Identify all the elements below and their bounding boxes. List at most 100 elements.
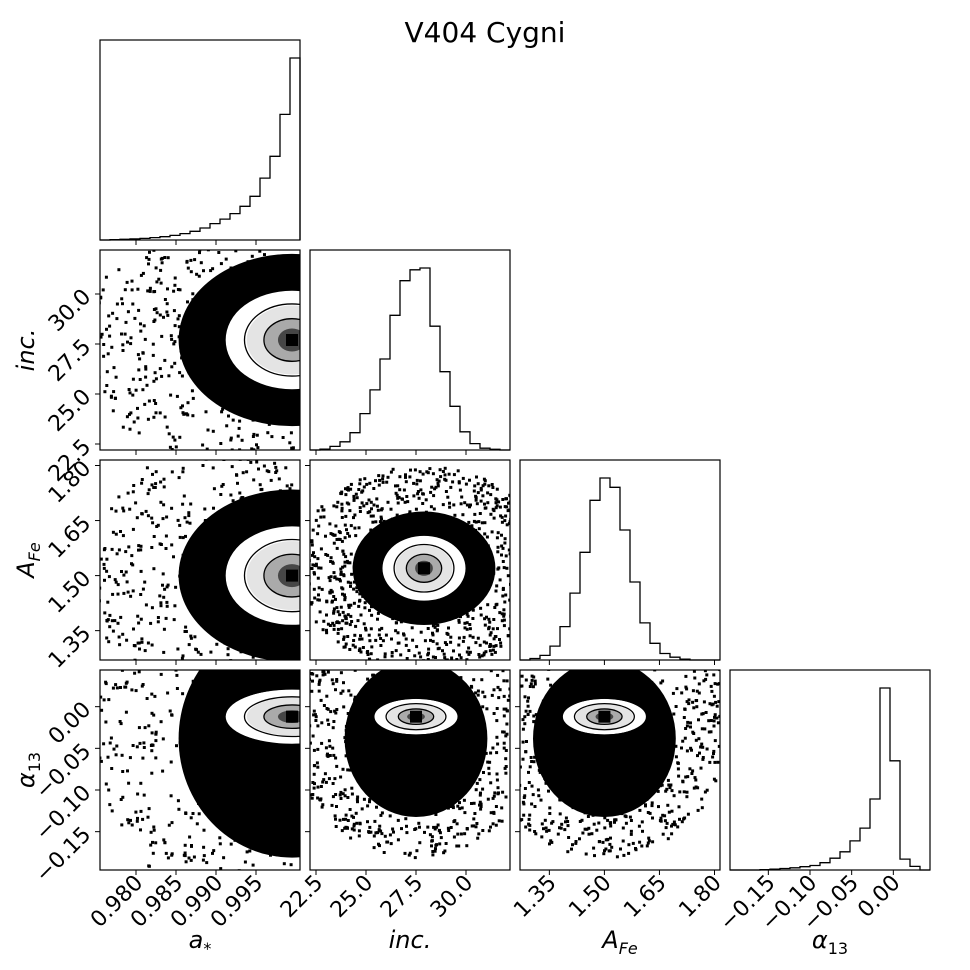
sample-point (92, 745, 95, 748)
sample-point (312, 748, 316, 752)
sample-point (154, 841, 158, 845)
sample-point (432, 817, 435, 820)
sample-point (353, 670, 357, 672)
sample-point (147, 262, 150, 266)
sample-point (358, 470, 361, 473)
sample-point (374, 204, 377, 207)
sample-point (136, 353, 140, 357)
sample-point (183, 630, 187, 633)
sample-point (349, 487, 353, 491)
sample-point (668, 609, 671, 612)
sample-point (490, 530, 494, 534)
sample-point (346, 473, 349, 476)
sample-point (505, 722, 509, 726)
sample-point (407, 382, 410, 385)
sample-point (699, 766, 703, 770)
sample-point (131, 744, 135, 747)
sample-point (524, 574, 527, 577)
sample-point (492, 794, 496, 798)
sample-point (482, 653, 486, 657)
sample-point (388, 656, 391, 659)
sample-point (371, 496, 374, 499)
sample-point (332, 447, 335, 450)
sample-point (451, 322, 454, 325)
sample-point (430, 844, 433, 848)
sample-point (414, 507, 418, 511)
sample-point (154, 739, 158, 743)
sample-point (229, 436, 233, 440)
sample-point (184, 661, 187, 664)
sample-point (571, 661, 574, 664)
sample-point (536, 671, 539, 674)
sample-point (529, 702, 532, 705)
sample-point (381, 477, 385, 481)
sample-point (424, 399, 427, 402)
sample-point (136, 792, 140, 796)
sample-point (284, 466, 288, 470)
sample-point (479, 322, 482, 325)
sample-point (447, 252, 450, 255)
sample-point (385, 261, 388, 264)
sample-point (306, 590, 309, 593)
sample-point (475, 822, 479, 825)
sample-point (413, 468, 417, 472)
sample-point (376, 617, 379, 621)
sample-point (358, 478, 362, 482)
sample-point (478, 643, 482, 647)
sample-point (314, 474, 317, 477)
sample-point (388, 814, 392, 818)
sample-point (385, 619, 388, 622)
sample-point (446, 495, 450, 499)
sample-point (346, 532, 350, 535)
sample-point (505, 523, 509, 527)
sample-point (173, 283, 177, 287)
sample-point (409, 468, 412, 472)
sample-point (478, 803, 481, 807)
sample-point (322, 470, 325, 473)
sample-point (430, 829, 433, 832)
sample-point (262, 451, 265, 454)
sample-point (139, 329, 143, 333)
sample-point (400, 323, 403, 326)
sample-point (667, 595, 670, 598)
sample-point (162, 627, 166, 631)
sample-point (452, 274, 455, 277)
sample-point (105, 557, 109, 561)
panels: 0.9800.9850.9900.995a*22.525.027.530.0in… (12, 39, 931, 958)
sample-point (367, 257, 370, 260)
sample-point (326, 718, 330, 722)
sample-point (305, 517, 308, 520)
sample-point (680, 820, 684, 824)
sample-point (459, 336, 462, 339)
sample-point (314, 468, 317, 471)
sample-point (154, 307, 158, 311)
sample-point (693, 638, 696, 641)
sample-point (138, 647, 141, 651)
sample-point (366, 671, 369, 674)
sample-point (297, 922, 300, 925)
sample-point (134, 581, 137, 584)
sample-point (378, 865, 381, 868)
sample-point (379, 872, 382, 875)
sample-point (248, 221, 251, 224)
sample-point (366, 433, 369, 436)
sample-point (250, 254, 254, 258)
sample-point (466, 280, 469, 283)
sample-point (266, 431, 270, 435)
sample-point (416, 396, 419, 399)
sample-point (476, 836, 480, 840)
sample-point (405, 666, 408, 669)
sample-point (410, 375, 413, 378)
sample-point (527, 550, 530, 553)
sample-point (463, 306, 466, 309)
sample-point (343, 598, 347, 602)
sample-point (353, 842, 356, 845)
sample-point (352, 470, 355, 473)
sample-point (334, 597, 337, 601)
sample-point (150, 516, 154, 520)
sample-point (331, 599, 334, 603)
sample-point (156, 523, 160, 527)
sample-point (458, 653, 461, 657)
sample-point (332, 504, 336, 508)
sample-point (443, 849, 447, 853)
